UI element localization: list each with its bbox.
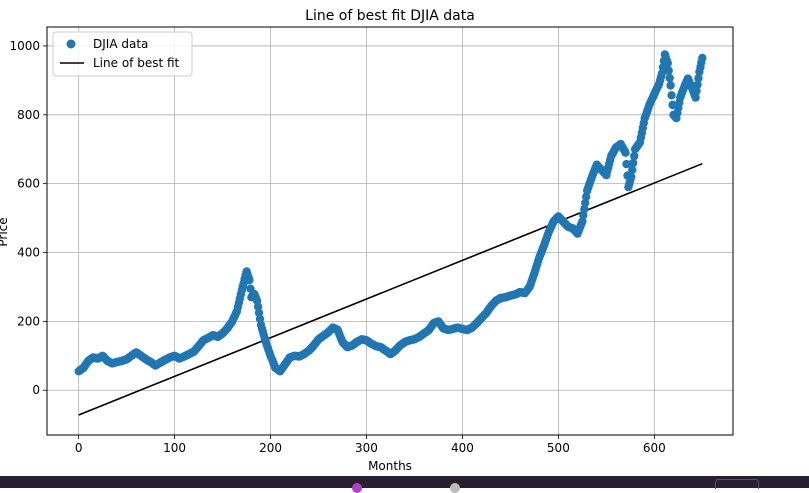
taskbar-app-icon[interactable] (352, 483, 362, 493)
data-point (627, 172, 636, 181)
taskbar (0, 476, 809, 493)
grid (47, 27, 733, 435)
x-axis-label: Months (368, 459, 412, 473)
data-point (663, 59, 672, 68)
data-point (621, 148, 630, 157)
plot-area-frame (46, 26, 734, 436)
y-tick-label: 200 (17, 314, 40, 328)
y-tick-label: 1000 (9, 39, 40, 53)
data-point (657, 69, 667, 78)
data-point (691, 93, 700, 102)
x-tick-label: 600 (643, 441, 666, 455)
y-tick-label: 600 (17, 177, 40, 191)
data-point (581, 198, 590, 208)
fit-line-layer (78, 162, 703, 416)
data-point (622, 159, 631, 169)
data-point (665, 73, 674, 83)
x-tick-label: 500 (547, 441, 570, 455)
best-fit-line (78, 162, 703, 416)
chart-title: Line of best fit DJIA data (305, 8, 475, 24)
x-tick-label: 400 (451, 441, 474, 455)
data-point (630, 151, 639, 161)
x-tick-label: 300 (355, 441, 378, 455)
x-tick-label: 0 (75, 441, 83, 455)
y-axis-label: Price (0, 217, 10, 246)
y-axis-ticks: 0 200 400 600 800 1000 (9, 39, 47, 397)
data-point (693, 80, 702, 89)
y-tick-label: 400 (17, 246, 40, 260)
data-point (698, 53, 707, 63)
data-point (692, 86, 701, 96)
data-point (582, 192, 591, 201)
data-point (664, 66, 673, 75)
data-point (667, 91, 676, 100)
data-point (580, 204, 589, 214)
legend-box (52, 31, 193, 77)
legend: DJIA data Line of best fit (52, 31, 193, 77)
y-tick-label: 0 (32, 383, 40, 397)
legend-label-scatter: DJIA data (93, 37, 148, 51)
legend-marker-scatter (66, 39, 76, 49)
data-point (628, 165, 637, 175)
y-tick-label: 800 (17, 108, 40, 122)
data-point (579, 211, 588, 220)
taskbar-button[interactable] (715, 479, 759, 489)
x-tick-label: 200 (259, 441, 282, 455)
taskbar-app-icon[interactable] (450, 483, 460, 493)
data-point (666, 81, 675, 90)
x-axis-ticks: 0 100 200 300 400 500 600 (75, 435, 666, 455)
data-point (245, 275, 254, 285)
data-point (629, 158, 638, 168)
legend-label-line: Line of best fit (93, 56, 180, 70)
data-point (578, 217, 587, 226)
x-tick-label: 100 (163, 441, 186, 455)
data-point (694, 74, 703, 83)
scatter-points (74, 50, 707, 376)
